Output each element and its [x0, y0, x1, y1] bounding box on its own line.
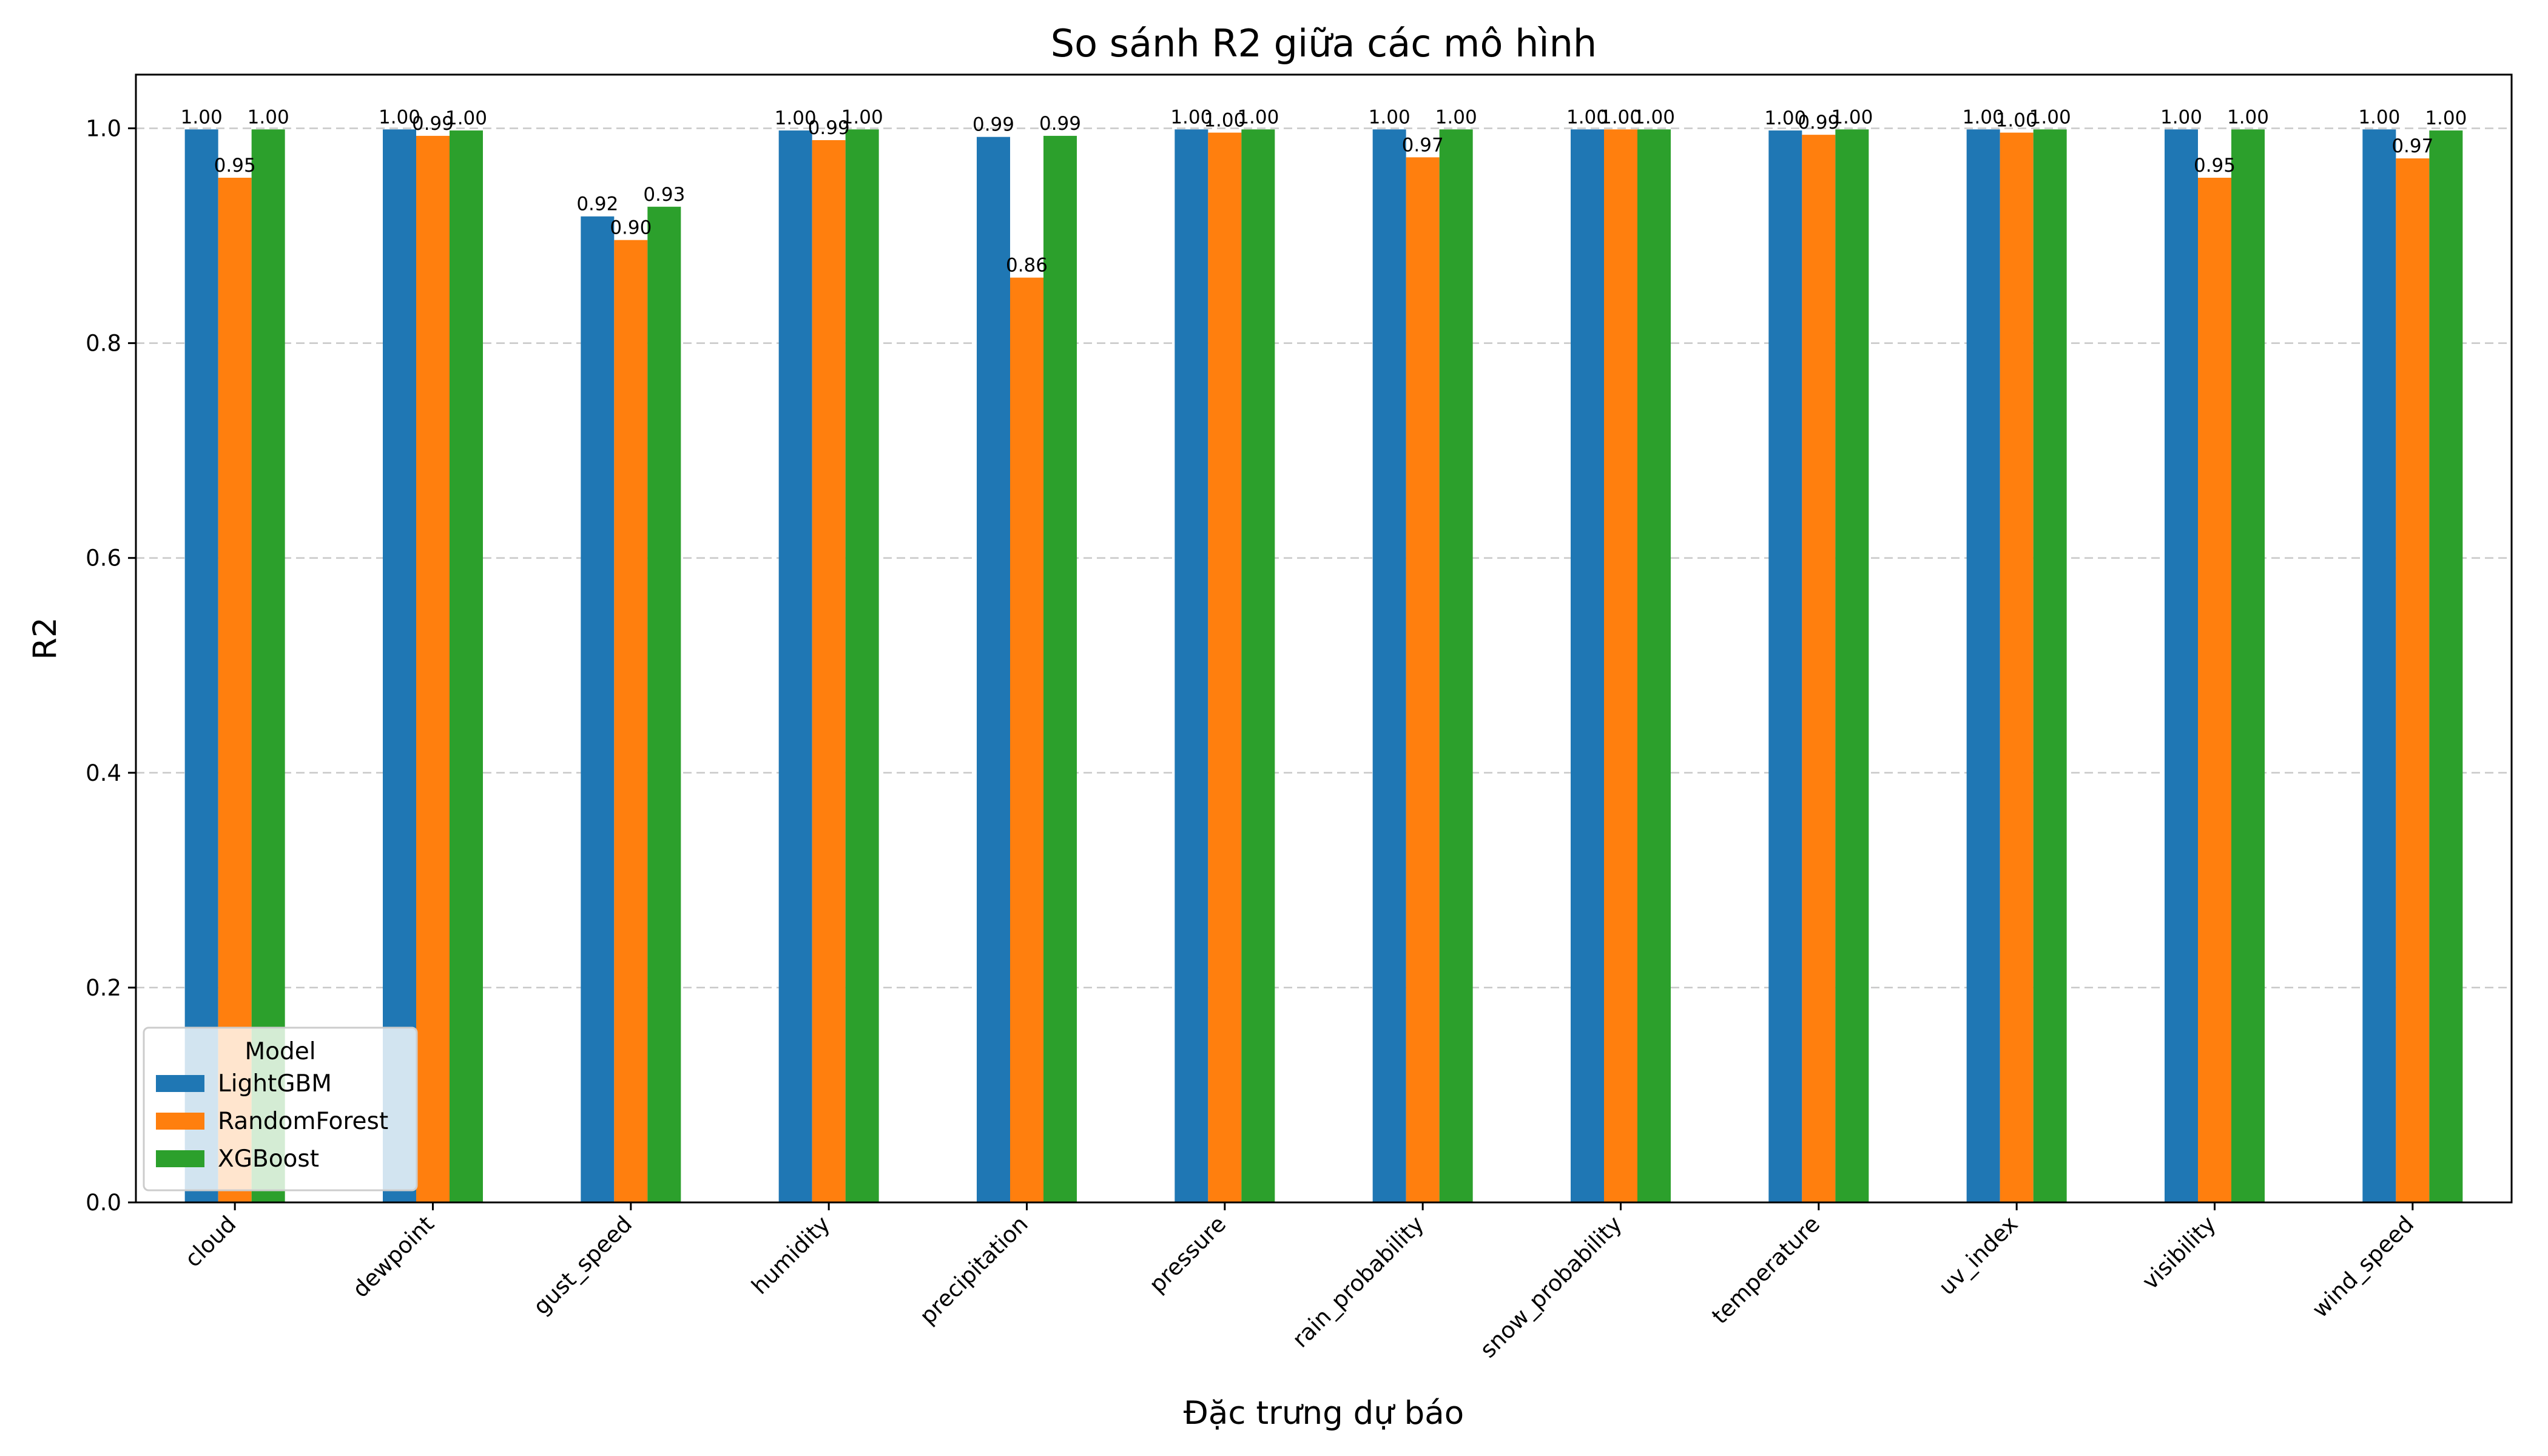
data-label: 0.92	[576, 194, 618, 215]
legend-swatch-xgboost	[156, 1150, 204, 1167]
bar-randomforest-precipitation	[1010, 277, 1043, 1202]
data-label: 0.99	[1039, 113, 1081, 135]
chart-title: So sánh R2 giữa các mô hình	[1051, 21, 1597, 66]
data-label: 1.00	[1566, 106, 1608, 128]
bar-randomforest-humidity	[812, 140, 846, 1203]
data-label: 0.99	[1798, 112, 1839, 133]
bar-xgboost-snow_probability	[1637, 129, 1671, 1202]
data-label: 1.00	[2358, 106, 2400, 128]
bar-xgboost-pressure	[1241, 129, 1275, 1202]
bar-lightgbm-cloud	[184, 129, 218, 1202]
bar-xgboost-uv_index	[2033, 129, 2067, 1202]
legend-label-lightgbm: LightGBM	[218, 1070, 332, 1097]
legend-swatch-lightgbm	[156, 1075, 204, 1092]
bars	[184, 129, 2463, 1203]
legend-title: Model	[244, 1038, 315, 1065]
y-axis: 0.0 0.2 0.4 0.6 0.8 1.0	[86, 116, 136, 1216]
bar-lightgbm-temperature	[1768, 130, 1802, 1203]
legend-swatch-randomforest	[156, 1113, 204, 1130]
data-label: 0.99	[808, 117, 850, 139]
data-label: 1.00	[379, 106, 420, 128]
y-tick-label: 0.2	[86, 975, 121, 1001]
data-label: 1.00	[1369, 106, 1410, 128]
data-label: 1.00	[1435, 106, 1477, 128]
bar-randomforest-temperature	[1802, 135, 1836, 1202]
data-label: 1.00	[1204, 110, 1245, 132]
bar-xgboost-rain_probability	[1439, 129, 1473, 1202]
data-label: 1.00	[1963, 106, 2004, 128]
y-tick-label: 1.0	[86, 116, 121, 142]
data-label: 0.99	[972, 114, 1014, 136]
bar-lightgbm-humidity	[778, 130, 812, 1203]
data-label: 1.00	[1764, 107, 1806, 129]
legend-label-randomforest: RandomForest	[218, 1108, 388, 1135]
data-label: 1.00	[2227, 106, 2269, 128]
bar-xgboost-humidity	[845, 129, 879, 1202]
data-label: 0.97	[1402, 134, 1444, 156]
data-label: 1.00	[1170, 106, 1212, 128]
data-label: 0.90	[610, 217, 652, 239]
data-label: 0.86	[1006, 255, 1048, 277]
bar-randomforest-pressure	[1208, 132, 1242, 1202]
data-label: 1.00	[445, 107, 487, 129]
bar-randomforest-snow_probability	[1604, 129, 1637, 1202]
bar-xgboost-cloud	[251, 129, 285, 1202]
data-label: 1.00	[248, 106, 289, 128]
data-label: 1.00	[1996, 110, 2038, 132]
x-axis-label: Đặc trưng dự báo	[1184, 1395, 1464, 1432]
data-label: 0.93	[643, 184, 685, 206]
data-label: 1.00	[181, 106, 223, 128]
legend: Model LightGBM RandomForest XGBoost	[143, 1026, 418, 1191]
bar-randomforest-wind_speed	[2396, 158, 2430, 1202]
y-tick-label: 0.0	[86, 1190, 121, 1216]
bar-lightgbm-gust_speed	[581, 216, 615, 1202]
bar-xgboost-temperature	[1835, 129, 1869, 1202]
y-tick-label: 0.6	[86, 545, 121, 571]
data-label: 0.99	[412, 113, 454, 135]
bar-lightgbm-pressure	[1175, 129, 1208, 1202]
data-label: 1.00	[2425, 107, 2467, 129]
bar-lightgbm-uv_index	[1966, 129, 2000, 1202]
data-label: 1.00	[775, 107, 817, 129]
legend-box	[143, 1026, 418, 1191]
bar-lightgbm-snow_probability	[1571, 129, 1604, 1202]
bar-lightgbm-rain_probability	[1372, 129, 1406, 1202]
data-labels: 1.000.951.00 1.000.991.000.920.900.931.00…	[181, 106, 2467, 276]
data-label: 1.00	[2029, 106, 2071, 128]
bar-xgboost-visibility	[2231, 129, 2265, 1202]
y-tick-label: 0.4	[86, 760, 121, 786]
y-tick-label: 0.8	[86, 331, 121, 357]
data-label: 1.00	[1237, 106, 1279, 128]
bar-xgboost-wind_speed	[2429, 130, 2463, 1203]
data-label: 0.95	[2194, 155, 2236, 177]
legend-items: LightGBM RandomForest XGBoost	[156, 1070, 388, 1173]
bar-randomforest-rain_probability	[1406, 157, 1440, 1202]
bar-xgboost-gust_speed	[647, 206, 681, 1203]
bar-randomforest-uv_index	[2000, 132, 2034, 1202]
data-label: 0.95	[214, 155, 256, 177]
bar-lightgbm-visibility	[2165, 129, 2198, 1202]
data-label: 1.00	[2160, 106, 2202, 128]
data-label: 1.00	[1831, 106, 1873, 128]
data-label: 1.00	[1600, 106, 1642, 128]
data-label: 1.00	[1633, 106, 1675, 128]
bar-xgboost-precipitation	[1043, 135, 1077, 1203]
bar-lightgbm-precipitation	[977, 136, 1010, 1202]
bar-randomforest-visibility	[2198, 177, 2231, 1203]
bar-xgboost-dewpoint	[450, 130, 483, 1203]
legend-label-xgboost: XGBoost	[218, 1145, 319, 1173]
bar-lightgbm-dewpoint	[383, 129, 416, 1202]
bar-randomforest-dewpoint	[416, 135, 450, 1203]
data-label: 0.97	[2391, 135, 2433, 157]
bar-randomforest-gust_speed	[614, 240, 648, 1202]
data-label: 1.00	[841, 106, 883, 128]
bar-lightgbm-wind_speed	[2362, 129, 2396, 1202]
y-axis-label: R2	[27, 617, 64, 660]
plot-frame	[135, 73, 2513, 1204]
